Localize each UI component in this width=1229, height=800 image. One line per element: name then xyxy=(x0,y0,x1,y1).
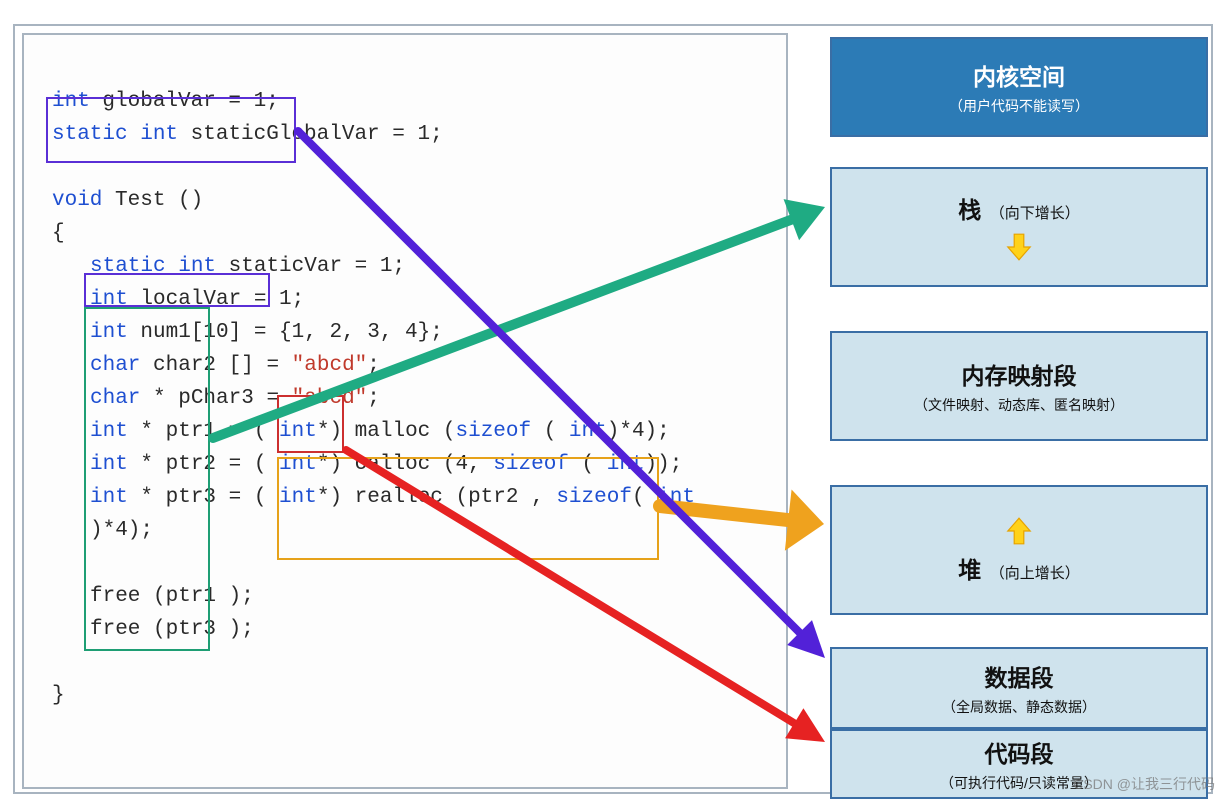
code-line-static-global: static int staticGlobalVar = 1; xyxy=(52,118,766,151)
code-line-open-brace: { xyxy=(52,217,766,250)
seg-code-title: 代码段 xyxy=(985,735,1054,769)
seg-heap-title: 堆 xyxy=(958,557,981,583)
seg-data-sub: （全局数据、静态数据） xyxy=(942,697,1096,717)
code-line-close-brace: } xyxy=(52,679,766,712)
code-line-pchar3: char * pChar3 = "abcd"; xyxy=(52,382,766,415)
code-line-func: void Test () xyxy=(52,184,766,217)
heap-grow-up-icon xyxy=(1003,515,1035,547)
seg-heap: 堆 （向上增长） xyxy=(830,485,1208,615)
code-line-ptr1: int * ptr1 = ( int*) malloc (sizeof ( in… xyxy=(52,415,766,448)
seg-data: 数据段 （全局数据、静态数据） xyxy=(830,647,1208,729)
seg-kernel-title: 内核空间 xyxy=(973,58,1065,92)
code-line-localvar: int localVar = 1; xyxy=(52,283,766,316)
code-line-staticvar: static int staticVar = 1; xyxy=(52,250,766,283)
watermark: CSDN @让我三行代码 xyxy=(1073,774,1215,794)
code-line-ptr3: int * ptr3 = ( int*) realloc (ptr2 , siz… xyxy=(52,481,766,547)
code-line-free3: free (ptr3 ); xyxy=(52,613,766,646)
seg-mmap-title: 内存映射段 xyxy=(962,357,1077,391)
seg-mmap-sub: （文件映射、动态库、匿名映射） xyxy=(914,395,1124,415)
stack-grow-down-icon xyxy=(1003,231,1035,263)
code-line-num1: int num1[10] = {1, 2, 3, 4}; xyxy=(52,316,766,349)
code-line-free1: free (ptr1 ); xyxy=(52,580,766,613)
code-line-char2: char char2 [] = "abcd"; xyxy=(52,349,766,382)
seg-stack-sub: （向下增长） xyxy=(990,205,1080,222)
seg-heap-sub: （向上增长） xyxy=(990,565,1080,582)
code-panel: int globalVar = 1; static int staticGlob… xyxy=(22,33,788,789)
code-line-ptr2: int * ptr2 = ( int*) calloc (4, sizeof (… xyxy=(52,448,766,481)
code-line-global: int globalVar = 1; xyxy=(52,85,766,118)
seg-data-title: 数据段 xyxy=(985,659,1054,693)
seg-mmap: 内存映射段 （文件映射、动态库、匿名映射） xyxy=(830,331,1208,441)
seg-kernel-sub: （用户代码不能读写） xyxy=(949,96,1089,116)
seg-kernel: 内核空间 （用户代码不能读写） xyxy=(830,37,1208,137)
memory-panel: 内核空间 （用户代码不能读写） 栈 （向下增长） 内存映射段 （文件映射、动态库… xyxy=(830,37,1208,789)
seg-stack: 栈 （向下增长） xyxy=(830,167,1208,287)
kw-int: int xyxy=(52,90,90,113)
seg-stack-title: 栈 xyxy=(958,197,981,223)
